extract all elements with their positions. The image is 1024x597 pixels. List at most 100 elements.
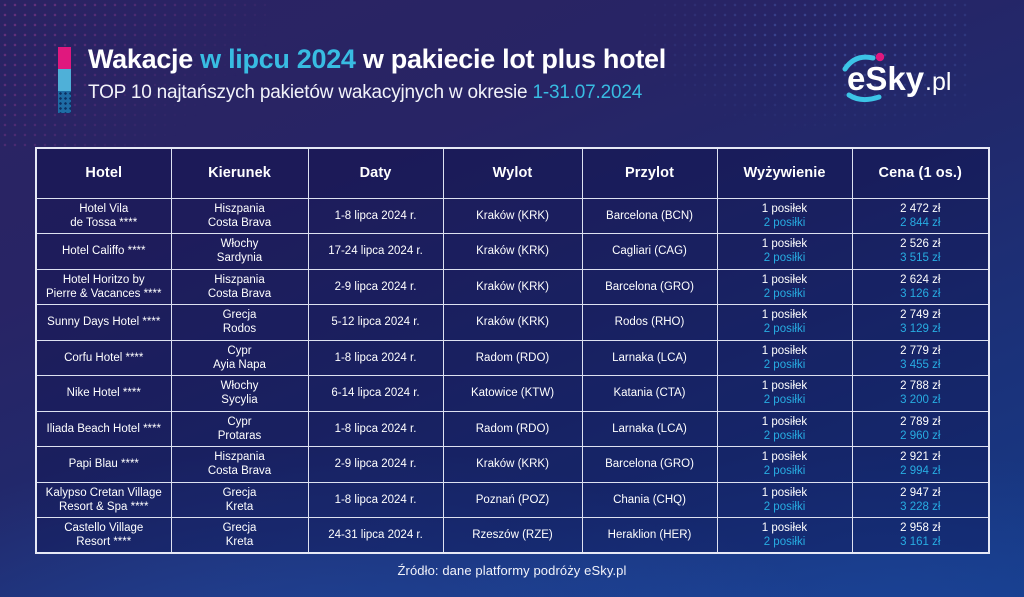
hotel-name-line2: Pierre & Vacances **** bbox=[46, 287, 162, 300]
direction-cell: Hiszpania Costa Brava bbox=[170, 197, 309, 234]
price-option2: 3 161 zł bbox=[900, 536, 941, 548]
hotel-name-line2: Resort & Spa **** bbox=[59, 500, 149, 513]
direction-region: Costa Brava bbox=[207, 216, 272, 229]
price-cell: 2 749 zł 3 129 zł bbox=[851, 304, 990, 341]
dates-cell: 1-8 lipca 2024 r. bbox=[307, 410, 444, 447]
column-header-przylot: Przylot bbox=[581, 147, 718, 199]
meals-option2: 2 posiłki bbox=[763, 394, 806, 407]
hotel-cell: Hotel Horitzo by Pierre & Vacances **** bbox=[35, 268, 172, 305]
departure-cell: Katowice (KTW) bbox=[442, 375, 583, 412]
direction-region: Kreta bbox=[225, 536, 254, 548]
direction-country: Włochy bbox=[220, 380, 259, 393]
departure-cell: Kraków (KRK) bbox=[442, 268, 583, 305]
column-header-cena: Cena (1 os.) bbox=[851, 147, 990, 199]
meals-option2: 2 posiłki bbox=[763, 358, 806, 371]
hotel-name-line1: Hotel Califfo **** bbox=[61, 245, 146, 258]
meals-option1: 1 posiłek bbox=[761, 451, 808, 464]
meals-option2: 2 posiłki bbox=[763, 429, 806, 442]
hotel-name-line1: Corfu Hotel **** bbox=[64, 351, 144, 364]
price-option1: 2 749 zł bbox=[900, 309, 941, 322]
hotel-cell: Corfu Hotel **** bbox=[35, 339, 172, 376]
price-option1: 2 788 zł bbox=[900, 380, 941, 393]
meals-option1: 1 posiłek bbox=[761, 344, 808, 357]
price-option2: 2 994 zł bbox=[900, 465, 941, 478]
price-cell: 2 472 zł 2 844 zł bbox=[851, 197, 990, 234]
meals-cell: 1 posiłek 2 posiłki bbox=[716, 375, 853, 412]
price-option1: 2 789 zł bbox=[900, 415, 941, 428]
logo-dot-icon bbox=[875, 52, 885, 62]
hotel-name-line1: Sunny Days Hotel **** bbox=[47, 316, 161, 329]
arrival-cell: Heraklion (HER) bbox=[581, 517, 718, 554]
price-cell: 2 788 zł 3 200 zł bbox=[851, 375, 990, 412]
column-header-wylot: Wylot bbox=[442, 147, 583, 199]
direction-cell: Cypr Ayia Napa bbox=[170, 339, 309, 376]
meals-cell: 1 posiłek 2 posiłki bbox=[716, 481, 853, 518]
meals-option1: 1 posiłek bbox=[761, 202, 808, 215]
meals-cell: 1 posiłek 2 posiłki bbox=[716, 517, 853, 554]
dates-cell: 2-9 lipca 2024 r. bbox=[307, 446, 444, 483]
hotel-name-line1: Hotel Vila bbox=[79, 202, 129, 215]
title-highlight: w lipcu 2024 bbox=[200, 44, 356, 74]
departure-cell: Kraków (KRK) bbox=[442, 446, 583, 483]
price-cell: 2 779 zł 3 455 zł bbox=[851, 339, 990, 376]
meals-cell: 1 posiłek 2 posiłki bbox=[716, 410, 853, 447]
accent-bar bbox=[58, 47, 71, 113]
departure-cell: Kraków (KRK) bbox=[442, 304, 583, 341]
packages-table-container: Hotel Kierunek Daty Wylot Przylot Wyżywi… bbox=[35, 147, 990, 554]
direction-cell: Grecja Kreta bbox=[170, 481, 309, 518]
price-option2: 2 960 zł bbox=[900, 429, 941, 442]
meals-option1: 1 posiłek bbox=[761, 486, 808, 499]
header: Wakacje w lipcu 2024 w pakiecie lot plus… bbox=[58, 44, 666, 113]
hotel-name-line1: Nike Hotel **** bbox=[66, 387, 141, 400]
source-note: Źródło: dane platformy podróży eSky.pl bbox=[397, 563, 627, 578]
table-row: Corfu Hotel **** Cypr Ayia Napa 1-8 lipc… bbox=[35, 339, 990, 376]
dates-cell: 5-12 lipca 2024 r. bbox=[307, 304, 444, 341]
dates-cell: 1-8 lipca 2024 r. bbox=[307, 481, 444, 518]
dates-cell: 2-9 lipca 2024 r. bbox=[307, 268, 444, 305]
hotel-cell: Iliada Beach Hotel **** bbox=[35, 410, 172, 447]
price-option2: 3 126 zł bbox=[900, 287, 941, 300]
price-option2: 3 200 zł bbox=[900, 394, 941, 407]
subtitle-highlight: 1-31.07.2024 bbox=[532, 82, 643, 103]
meals-option1: 1 posiłek bbox=[761, 380, 808, 393]
meals-option1: 1 posiłek bbox=[761, 238, 808, 251]
dates-cell: 24-31 lipca 2024 r. bbox=[307, 517, 444, 554]
page-subtitle: TOP 10 najtańszych pakietów wakacyjnych … bbox=[88, 82, 666, 104]
price-cell: 2 624 zł 3 126 zł bbox=[851, 268, 990, 305]
meals-cell: 1 posiłek 2 posiłki bbox=[716, 197, 853, 234]
logo-suffix-text: .pl bbox=[925, 68, 951, 96]
direction-country: Hiszpania bbox=[214, 202, 265, 215]
column-header-wyzywienie: Wyżywienie bbox=[716, 147, 853, 199]
table-row: Hotel Califfo **** Włochy Sardynia 17-24… bbox=[35, 233, 990, 270]
meals-option2: 2 posiłki bbox=[763, 536, 806, 548]
dates-cell: 17-24 lipca 2024 r. bbox=[307, 233, 444, 270]
departure-cell: Rzeszów (RZE) bbox=[442, 517, 583, 554]
table-row: Hotel Vila de Tossa **** Hiszpania Costa… bbox=[35, 197, 990, 234]
departure-cell: Poznań (POZ) bbox=[442, 481, 583, 518]
arrival-cell: Barcelona (GRO) bbox=[581, 268, 718, 305]
price-cell: 2 789 zł 2 960 zł bbox=[851, 410, 990, 447]
price-option1: 2 624 zł bbox=[900, 273, 941, 286]
dates-cell: 6-14 lipca 2024 r. bbox=[307, 375, 444, 412]
departure-cell: Kraków (KRK) bbox=[442, 197, 583, 234]
direction-country: Cypr bbox=[227, 415, 252, 428]
direction-region: Costa Brava bbox=[207, 287, 272, 300]
hotel-name-line1: Papi Blau **** bbox=[68, 458, 139, 471]
hotel-cell: Nike Hotel **** bbox=[35, 375, 172, 412]
dates-cell: 1-8 lipca 2024 r. bbox=[307, 197, 444, 234]
logo-swoosh-top-icon bbox=[842, 54, 876, 72]
arrival-cell: Larnaka (LCA) bbox=[581, 410, 718, 447]
hotel-name-line2: Resort **** bbox=[76, 536, 132, 548]
table-row: Nike Hotel **** Włochy Sycylia 6-14 lipc… bbox=[35, 375, 990, 412]
header-row: Hotel Kierunek Daty Wylot Przylot Wyżywi… bbox=[35, 147, 990, 199]
subtitle-pre: TOP 10 najtańszych pakietów wakacyjnych … bbox=[88, 82, 533, 103]
column-header-kierunek: Kierunek bbox=[170, 147, 309, 199]
direction-region: Costa Brava bbox=[207, 465, 272, 478]
direction-region: Kreta bbox=[225, 500, 254, 513]
direction-cell: Cypr Protaras bbox=[170, 410, 309, 447]
price-cell: 2 921 zł 2 994 zł bbox=[851, 446, 990, 483]
direction-region: Protaras bbox=[217, 429, 262, 442]
arrival-cell: Rodos (RHO) bbox=[581, 304, 718, 341]
price-option1: 2 921 zł bbox=[900, 451, 941, 464]
